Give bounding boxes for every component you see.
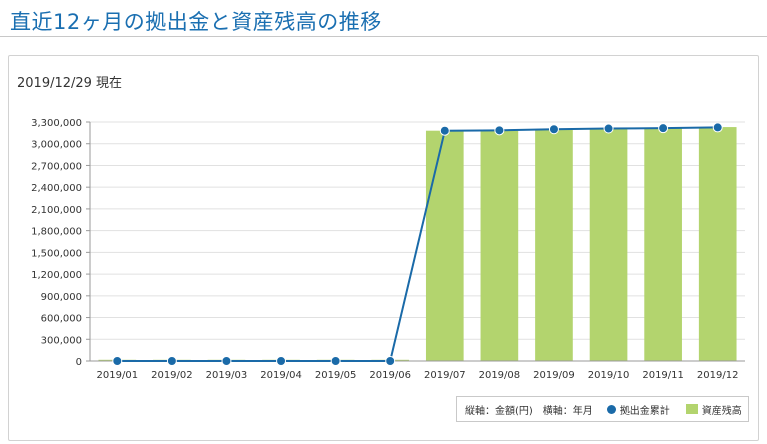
x-tick-label: 2019/08 — [479, 370, 521, 381]
contribution-line — [112, 122, 723, 366]
y-tick-label: 2,100,000 — [31, 205, 82, 216]
y-tick-label: 2,700,000 — [31, 161, 82, 172]
contribution-point — [712, 122, 723, 133]
y-tick-label: 1,500,000 — [31, 248, 82, 259]
legend-contribution-swatch — [606, 404, 616, 414]
contribution-point — [330, 356, 341, 366]
assets-bar — [425, 130, 464, 361]
y-tick-label: 0 — [76, 357, 82, 368]
y-axis-ticks: 0 300,000 600,000 900,000 1,200,000 1,500,000… — [31, 118, 90, 368]
x-tick-label: 2019/12 — [697, 370, 739, 381]
chart-panel — [8, 55, 759, 441]
assets-bars — [98, 127, 737, 361]
page-title: 直近12ヶ月の拠出金と資産残高の推移 — [10, 10, 382, 34]
assets-bar — [644, 128, 682, 361]
y-tick-label: 3,300,000 — [31, 118, 82, 129]
x-tick-label: 2019/11 — [642, 370, 684, 381]
contribution-point — [548, 124, 559, 135]
assets-bar — [480, 130, 519, 361]
y-tick-label: 2,400,000 — [31, 183, 82, 194]
x-tick-label: 2019/07 — [424, 370, 466, 381]
chart-legend: 縦軸：金額(円) 横軸：年月 拠出金累計 資産残高 — [456, 396, 749, 422]
y-tick-label: 900,000 — [41, 292, 82, 303]
y-tick-label: 600,000 — [41, 314, 82, 325]
legend-assets-label: 資産残高 — [701, 405, 742, 417]
as-of-date: 2019/12/29 現在 — [17, 76, 123, 91]
legend-contribution-label: 拠出金累計 — [619, 405, 670, 417]
assets-bar — [535, 129, 573, 361]
contribution-point — [603, 123, 614, 134]
contribution-point — [221, 356, 232, 366]
x-tick-label: 2019/05 — [315, 370, 357, 381]
x-axis-ticks: 2019/01 2019/02 2019/03 2019/04 2019/05 2019/… — [97, 370, 739, 381]
contribution-line-path — [117, 126, 718, 362]
x-tick-label: 2019/06 — [369, 370, 411, 381]
contribution-point — [439, 125, 450, 136]
contribution-point — [385, 356, 396, 366]
x-tick-label: 2019/10 — [588, 370, 630, 381]
assets-bar — [698, 127, 737, 361]
contribution-point — [494, 125, 505, 136]
x-tick-label: 2019/02 — [151, 370, 193, 381]
legend-axis-note: 縦軸：金額(円) 横軸：年月 — [465, 405, 593, 417]
x-tick-label: 2019/03 — [206, 370, 248, 381]
x-tick-label: 2019/09 — [533, 370, 575, 381]
x-tick-label: 2019/04 — [260, 370, 302, 381]
y-tick-label: 300,000 — [41, 335, 82, 346]
contribution-point — [658, 123, 669, 134]
y-tick-label: 1,200,000 — [31, 270, 82, 281]
contribution-point — [112, 356, 123, 366]
legend-assets-swatch — [685, 404, 698, 414]
grid-lines — [90, 121, 745, 340]
y-tick-label: 3,000,000 — [31, 140, 82, 151]
x-tick-label: 2019/01 — [97, 370, 139, 381]
contribution-point — [166, 356, 177, 366]
assets-bar — [589, 128, 628, 361]
y-tick-label: 1,800,000 — [31, 227, 82, 238]
title-divider — [0, 36, 767, 37]
contribution-point — [276, 356, 287, 366]
